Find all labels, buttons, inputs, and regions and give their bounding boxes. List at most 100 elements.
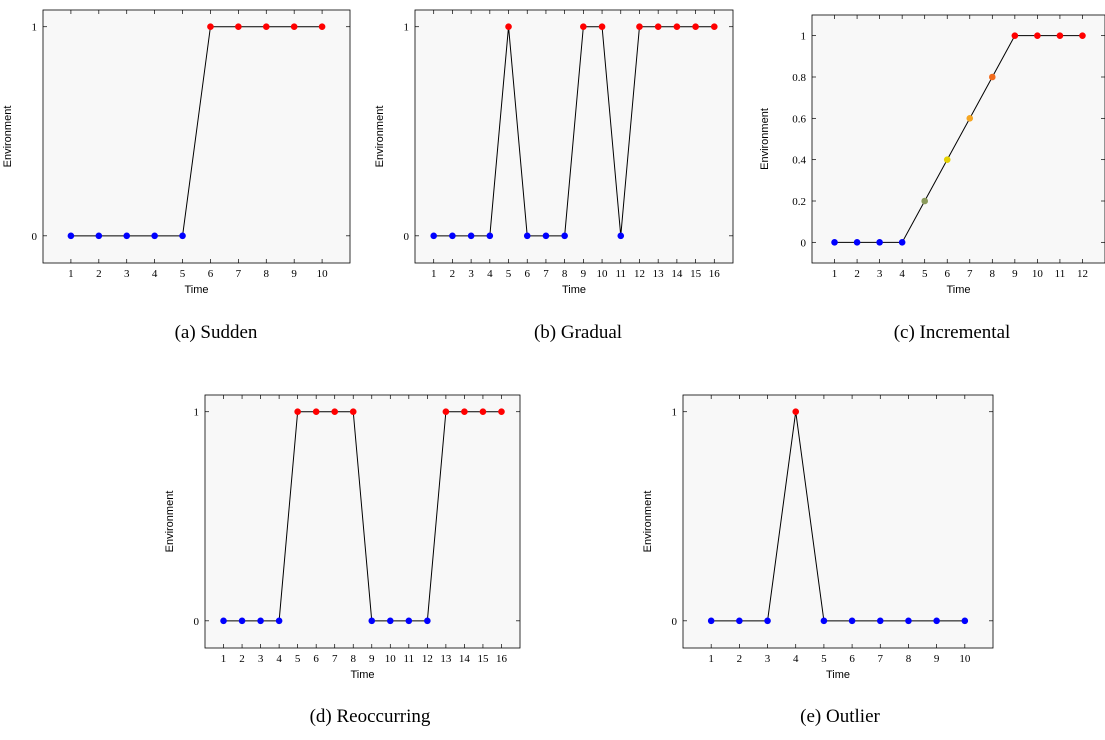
outlier-x-tick-label: 8: [906, 653, 912, 665]
incremental-series-line: [834, 35, 1083, 243]
incremental-data-point: [943, 156, 951, 163]
incremental-x-tick-label: 12: [1077, 268, 1088, 280]
reoccurring-y-tick-label: 1: [194, 407, 200, 419]
outlier-data-point: [707, 617, 715, 625]
gradual-x-tick-label: 8: [562, 268, 568, 280]
sudden-data-point: [151, 232, 158, 240]
incremental-x-tick-label: 8: [990, 268, 996, 280]
incremental-x-tick-label: 6: [944, 268, 950, 280]
caption-incremental: (c) Incremental: [893, 322, 1011, 343]
sudden-data-point: [95, 232, 103, 240]
gradual-y-tick-label: 0: [404, 231, 410, 243]
reoccurring-data-point: [442, 408, 450, 416]
outlier-data-point: [792, 408, 800, 416]
sudden-x-tick-label: 2: [96, 268, 102, 280]
incremental-y-tick-label: 0: [801, 237, 807, 249]
sudden-x-tick-label: 9: [291, 268, 297, 280]
sudden-x-tick-label: 8: [264, 268, 270, 280]
gradual-data-point: [580, 23, 587, 31]
outlier-x-tick-label: 1: [708, 653, 714, 665]
sudden-data-point: [179, 232, 186, 240]
incremental-data-point: [1079, 32, 1086, 39]
gradual-series-line: [433, 26, 715, 237]
incremental-data-point: [1011, 32, 1019, 39]
outlier-x-tick-label: 9: [934, 653, 940, 665]
sudden-x-tick-label: 1: [68, 268, 74, 280]
sudden-y-tick-label: 0: [32, 231, 38, 243]
incremental-data-point: [853, 239, 861, 246]
incremental-x-tick-label: 9: [1012, 268, 1018, 280]
reoccurring-x-tick-label: 13: [440, 653, 452, 665]
outlier-data-point: [848, 617, 856, 625]
incremental-x-tick-label: 7: [967, 268, 973, 280]
reoccurring-x-tick-label: 16: [496, 653, 508, 665]
reoccurring-data-point: [498, 408, 505, 416]
reoccurring-x-tick-label: 3: [258, 653, 264, 665]
incremental-x-tick-label: 4: [899, 268, 905, 280]
outlier-data-point: [905, 617, 912, 625]
caption-outlier: (e) Outlier: [800, 706, 880, 727]
caption-sudden: (a) Sudden: [174, 322, 258, 343]
outlier-data-point: [820, 617, 828, 625]
outlier-x-tick-label: 3: [765, 653, 771, 665]
sudden-x-tick-label: 5: [180, 268, 186, 280]
reoccurring-series-line: [223, 411, 502, 622]
incremental-x-axis-label: Time: [946, 284, 970, 296]
gradual-x-tick-label: 1: [431, 268, 437, 280]
reoccurring-x-axis-label: Time: [350, 669, 374, 681]
gradual-data-point: [467, 232, 475, 240]
reoccurring-x-tick-label: 2: [239, 653, 245, 665]
reoccurring-y-tick-label: 0: [194, 616, 200, 628]
sudden-x-tick-label: 3: [124, 268, 130, 280]
gradual-x-tick-label: 15: [690, 268, 702, 280]
gradual-x-tick-label: 2: [450, 268, 456, 280]
reoccurring-y-axis-label: Environment: [164, 491, 176, 553]
gradual-x-tick-label: 16: [709, 268, 721, 280]
gradual-x-tick-label: 12: [634, 268, 645, 280]
reoccurring-data-point: [349, 408, 357, 416]
incremental-x-tick-label: 5: [922, 268, 928, 280]
gradual-data-point: [523, 232, 531, 240]
gradual-data-point: [673, 23, 681, 31]
sudden-data-point: [67, 232, 75, 240]
reoccurring-data-point: [461, 408, 468, 416]
outlier-x-tick-label: 10: [959, 653, 971, 665]
sudden-plot-area: [42, 9, 351, 264]
incremental-y-tick-label: 0.2: [792, 196, 806, 208]
gradual-x-tick-label: 3: [468, 268, 474, 280]
sudden-x-tick-label: 10: [317, 268, 329, 280]
chart-outlier: 1 2 3 4 5 6 7 8 9 10 0 1 Time Environment: [642, 394, 994, 681]
reoccurring-x-tick-label: 12: [422, 653, 433, 665]
outlier-data-point: [736, 617, 743, 625]
incremental-data-point: [1034, 32, 1041, 39]
reoccurring-x-tick-label: 7: [332, 653, 338, 665]
incremental-data-point: [966, 115, 974, 122]
sudden-data-point: [235, 23, 242, 31]
outlier-y-tick-label: 0: [672, 616, 678, 628]
gradual-x-tick-label: 5: [506, 268, 512, 280]
chart-sudden: 1 2 3 4 5 6 7 8 9 10 0 1 Time Environment: [2, 9, 351, 296]
incremental-data-point: [1056, 32, 1064, 39]
outlier-x-tick-label: 5: [821, 653, 827, 665]
outlier-data-point: [961, 617, 969, 625]
reoccurring-x-tick-label: 11: [404, 653, 415, 665]
outlier-y-axis-label: Environment: [642, 491, 654, 553]
reoccurring-data-point: [479, 408, 487, 416]
incremental-y-tick-label: 0.4: [792, 155, 806, 167]
gradual-data-point: [486, 232, 494, 240]
reoccurring-data-point: [257, 617, 264, 625]
sudden-x-tick-label: 7: [236, 268, 242, 280]
gradual-data-point: [430, 232, 438, 240]
incremental-y-tick-label: 0.6: [792, 113, 806, 125]
gradual-x-tick-label: 13: [653, 268, 665, 280]
chart-incremental: 1 2 3 4 5 6 7 8 9 10 11 1200.20.40.60.81TimeEnviron…: [759, 14, 1105, 296]
reoccurring-x-tick-label: 10: [385, 653, 397, 665]
incremental-data-point: [921, 197, 928, 205]
gradual-x-tick-label: 6: [524, 268, 530, 280]
gradual-data-point: [710, 23, 718, 31]
reoccurring-x-tick-label: 4: [276, 653, 282, 665]
gradual-x-tick-label: 10: [597, 268, 609, 280]
incremental-x-tick-label: 1: [832, 268, 838, 280]
